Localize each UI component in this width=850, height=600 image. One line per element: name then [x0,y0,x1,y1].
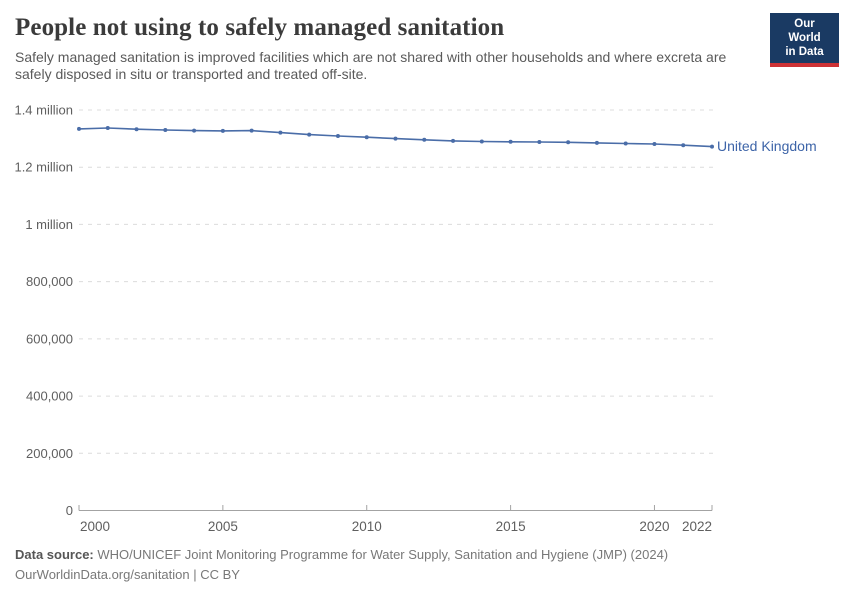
y-axis-tick-label: 800,000 [26,274,73,289]
data-source-line: Data source: WHO/UNICEF Joint Monitoring… [15,545,668,565]
x-axis-tick-label: 2022 [682,519,712,534]
owid-logo[interactable]: Our World in Data [770,13,839,68]
y-axis-tick-label: 600,000 [26,331,73,346]
data-point[interactable] [220,128,225,133]
data-point[interactable] [335,134,340,138]
line-chart: 0 200,000 400,000 600,000 800,000 1 million 1.… [14,103,817,535]
x-axis-tick-label: 2010 [352,519,382,534]
data-point[interactable] [77,126,81,131]
data-point[interactable] [192,128,197,133]
license-line: OurWorldinData.org/sanitation | CC BY [15,567,240,583]
y-axis-tick-label: 400,000 [26,389,73,404]
data-point[interactable] [451,138,456,143]
data-point[interactable] [278,130,283,135]
data-point[interactable] [163,128,168,132]
chart-footer: Data source: WHO/UNICEF Joint Monitoring… [15,545,668,585]
x-axis-tick-label: 2015 [496,519,526,534]
data-point[interactable] [710,144,714,149]
y-axis-tick-label: 0 [66,503,73,518]
data-point[interactable] [307,132,312,137]
data-point[interactable] [134,127,139,132]
data-point[interactable] [652,142,657,146]
y-axis-tick-label: 1 million [25,217,73,232]
owid-logo-line2: in Data [785,45,824,58]
data-source-label: Data source: [15,547,94,562]
data-source-text: WHO/UNICEF Joint Monitoring Programme fo… [97,547,669,562]
data-point[interactable] [479,139,484,144]
data-point[interactable] [364,135,369,140]
data-point[interactable] [508,139,513,144]
chart-title: People not using to safely managed sanit… [15,14,505,41]
y-axis-tick-label: 1.2 million [14,160,73,175]
data-point[interactable] [681,143,686,148]
x-axis-tick-label: 2005 [208,519,238,534]
chart-subtitle: Safely managed sanitation is improved fa… [15,49,727,83]
data-point[interactable] [249,128,254,133]
owid-logo-line1: Our World [788,18,821,44]
y-axis-tick-label: 1.4 million [14,103,73,118]
x-axis-tick-label: 2020 [639,519,669,534]
y-axis-tick-label: 200,000 [26,446,73,461]
data-point[interactable] [623,141,628,146]
data-point[interactable] [105,126,110,130]
chart-header: People not using to safely managed sanit… [15,13,839,83]
x-axis-tick-label: 2000 [80,519,110,534]
series-label-united-kingdom[interactable]: United Kingdom [717,138,817,154]
data-point[interactable] [537,140,542,144]
data-point[interactable] [393,136,398,141]
data-point[interactable] [566,140,571,145]
data-point[interactable] [594,140,599,145]
data-point[interactable] [422,137,427,142]
